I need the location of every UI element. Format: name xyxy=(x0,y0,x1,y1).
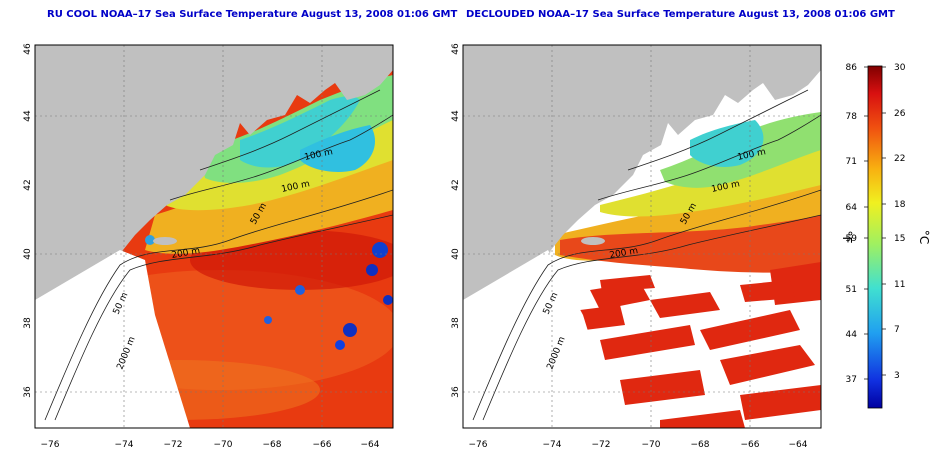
colorbar-c-tick: 22 xyxy=(894,154,905,164)
colorbar-f-tick: 51 xyxy=(846,285,857,295)
right-ytick: 40 xyxy=(451,248,461,260)
right-contour-label-4: 200 m xyxy=(609,246,639,261)
colorbar-fahrenheit-label: °F xyxy=(840,231,854,244)
right-ytick: 38 xyxy=(451,317,461,329)
right-map: 100 m 100 m 50 m 200 m 50 m 2000 m −76 −… xyxy=(451,43,822,450)
right-xtick: −64 xyxy=(789,440,808,450)
left-ytick: 38 xyxy=(23,317,33,329)
left-map: 100 m 100 m 50 m 200 m 50 m 2000 m −76 −… xyxy=(23,43,394,450)
right-xtick: −76 xyxy=(469,440,488,450)
colorbar-gradient xyxy=(867,65,883,409)
left-ytick: 46 xyxy=(23,43,33,55)
colorbar: 86 78 71 64 59 51 44 37 30 26 22 18 15 1… xyxy=(840,63,931,409)
colorbar-f-tick: 37 xyxy=(846,375,857,385)
right-ytick: 46 xyxy=(451,43,461,55)
right-xtick: −68 xyxy=(691,440,710,450)
colorbar-f-tick: 59 xyxy=(846,234,858,244)
right-xtick: −66 xyxy=(741,440,760,450)
left-ytick: 44 xyxy=(23,110,33,122)
right-xtick: −72 xyxy=(592,440,611,450)
colorbar-c-tick: 26 xyxy=(894,109,906,119)
right-xtick: −74 xyxy=(543,440,562,450)
left-xtick: −72 xyxy=(164,440,183,450)
left-xtick: −76 xyxy=(41,440,60,450)
colorbar-c-tick: 30 xyxy=(894,63,906,73)
right-ytick: 36 xyxy=(451,386,461,398)
left-ytick: 36 xyxy=(23,386,33,398)
colorbar-f-tick: 86 xyxy=(846,63,858,73)
right-xtick: −70 xyxy=(642,440,661,450)
colorbar-c-tick: 15 xyxy=(894,234,905,244)
left-contour-label-4: 200 m xyxy=(171,246,201,261)
right-map-title: DECLOUDED NOAA–17 Sea Surface Temperatur… xyxy=(466,9,895,20)
left-xtick: −70 xyxy=(214,440,233,450)
colorbar-f-tick: 44 xyxy=(846,330,858,340)
colorbar-c-tick: 3 xyxy=(894,371,900,381)
colorbar-f-tick: 78 xyxy=(846,112,858,122)
left-ytick: 40 xyxy=(23,248,33,260)
left-xtick: −66 xyxy=(313,440,332,450)
right-ytick: 42 xyxy=(451,179,461,190)
colorbar-c-tick: 18 xyxy=(894,200,906,210)
right-map-frame xyxy=(462,44,822,429)
right-ytick: 44 xyxy=(451,110,461,122)
colorbar-c-tick: 7 xyxy=(894,325,900,335)
colorbar-f-tick: 64 xyxy=(846,203,858,213)
left-map-title: RU COOL NOAA–17 Sea Surface Temperature … xyxy=(47,9,458,20)
colorbar-celsius-label: °C xyxy=(917,230,931,244)
left-xtick: −74 xyxy=(115,440,134,450)
left-map-frame xyxy=(34,44,394,429)
colorbar-c-tick: 11 xyxy=(894,280,905,290)
left-xtick: −68 xyxy=(263,440,282,450)
left-ytick: 42 xyxy=(23,179,33,190)
colorbar-f-tick: 71 xyxy=(846,157,857,167)
left-xtick: −64 xyxy=(361,440,380,450)
